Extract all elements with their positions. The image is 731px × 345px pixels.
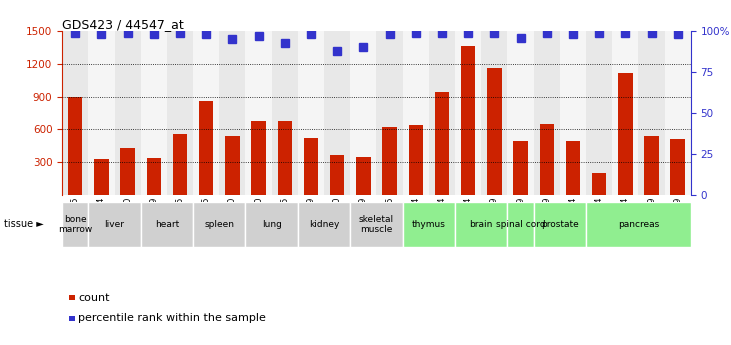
Bar	[350, 202, 403, 247]
Bar	[68, 97, 83, 195]
Bar	[534, 31, 560, 195]
Bar	[461, 46, 475, 195]
Bar	[612, 31, 638, 195]
Bar	[487, 68, 501, 195]
Bar	[356, 157, 371, 195]
Bar	[251, 121, 266, 195]
Bar	[409, 125, 423, 195]
Bar	[94, 159, 109, 195]
Bar	[618, 72, 632, 195]
Bar	[435, 92, 449, 195]
Text: count: count	[78, 293, 110, 303]
Bar	[507, 31, 534, 195]
Bar	[140, 31, 167, 195]
Text: lung: lung	[262, 220, 281, 229]
Bar	[592, 173, 606, 195]
Text: GDS423 / 44547_at: GDS423 / 44547_at	[62, 18, 184, 31]
Bar	[560, 31, 586, 195]
Bar	[272, 31, 298, 195]
Bar	[88, 202, 140, 247]
Bar	[324, 31, 350, 195]
Text: kidney: kidney	[309, 220, 339, 229]
Text: prostate: prostate	[541, 220, 579, 229]
Bar	[376, 31, 403, 195]
Bar	[638, 31, 664, 195]
Bar	[147, 158, 161, 195]
Bar	[193, 31, 219, 195]
Bar	[121, 148, 135, 195]
Bar	[173, 134, 187, 195]
Bar	[566, 141, 580, 195]
Bar	[298, 202, 350, 247]
Bar	[670, 139, 685, 195]
Bar	[455, 31, 481, 195]
Text: bone
marrow: bone marrow	[58, 215, 92, 234]
Bar	[664, 31, 691, 195]
Bar	[225, 136, 240, 195]
Bar	[403, 31, 429, 195]
Bar	[382, 127, 397, 195]
Bar	[246, 202, 298, 247]
Bar	[246, 31, 272, 195]
Bar	[507, 202, 534, 247]
Bar	[350, 31, 376, 195]
Bar	[62, 202, 88, 247]
Bar	[586, 31, 612, 195]
Bar	[304, 138, 318, 195]
Bar	[278, 121, 292, 195]
Text: pancreas: pancreas	[618, 220, 659, 229]
Bar	[586, 202, 691, 247]
Text: spinal cord: spinal cord	[496, 220, 545, 229]
Text: skeletal
muscle: skeletal muscle	[359, 215, 394, 234]
Bar	[298, 31, 324, 195]
Bar	[429, 31, 455, 195]
Bar	[115, 31, 140, 195]
Bar	[534, 202, 586, 247]
Text: tissue ►: tissue ►	[4, 219, 43, 229]
Text: percentile rank within the sample: percentile rank within the sample	[78, 313, 266, 323]
Bar	[330, 155, 344, 195]
Bar	[481, 31, 507, 195]
Text: spleen: spleen	[204, 220, 235, 229]
Text: heart: heart	[155, 220, 179, 229]
Text: thymus: thymus	[412, 220, 446, 229]
Bar	[403, 202, 455, 247]
Bar	[539, 124, 554, 195]
Bar	[140, 202, 193, 247]
Bar	[88, 31, 115, 195]
Bar	[455, 202, 507, 247]
Text: brain: brain	[469, 220, 493, 229]
Bar	[644, 136, 659, 195]
Bar	[62, 31, 88, 195]
Text: liver: liver	[105, 220, 124, 229]
Bar	[513, 141, 528, 195]
Bar	[199, 101, 213, 195]
Bar	[167, 31, 193, 195]
Bar	[219, 31, 246, 195]
Bar	[193, 202, 246, 247]
